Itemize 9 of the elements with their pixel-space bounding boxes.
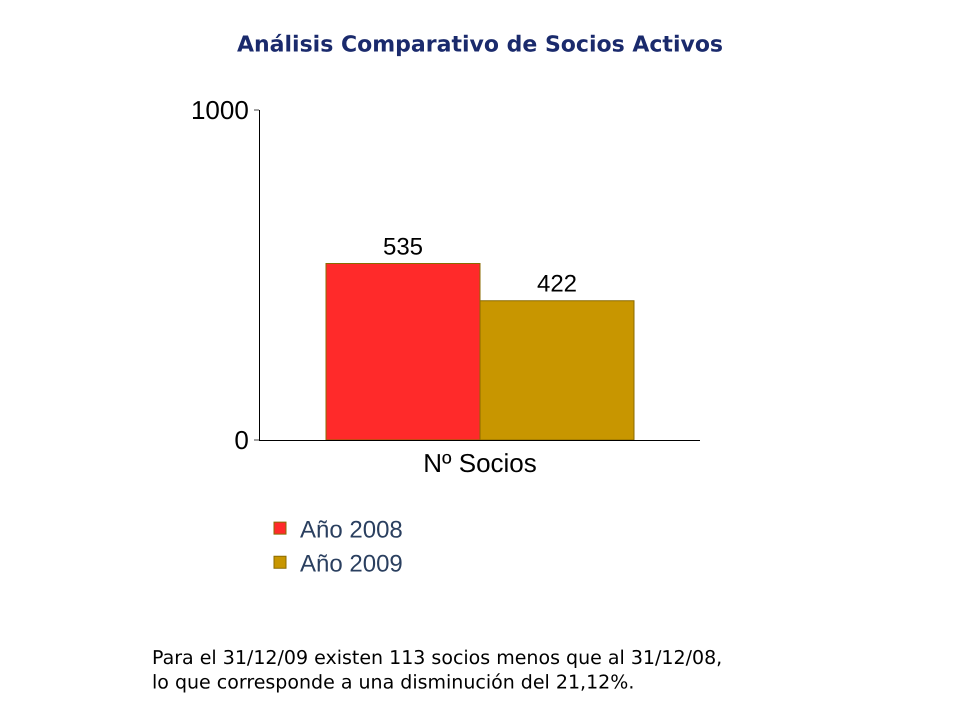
legend-label: Año 2009 [300,550,403,578]
y-tick-label: 0 [234,425,249,456]
y-tick-label: 1000 [190,95,249,126]
data-label: 422 [536,270,578,298]
text: Para el 31/12/09 existen 113 socios menos que al 31/12/08, lo que corresponde a una disminución del 21,12%. [152,647,722,694]
legend-label: Año 2008 [300,516,403,544]
chart-title: Análisis Comparativo de Socios Activos [236,32,724,58]
x-tick-label: Nº Socios [423,448,537,478]
data-label: 535 [382,233,424,260]
